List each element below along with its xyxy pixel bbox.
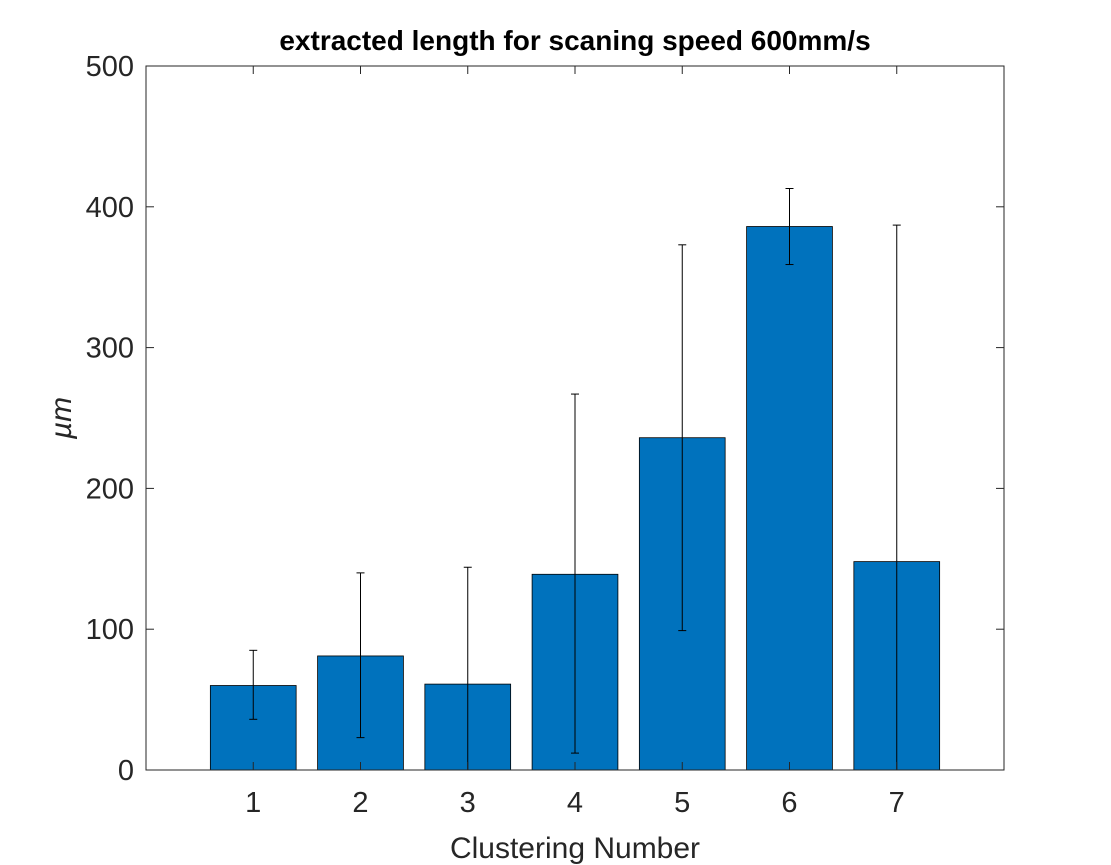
x-tick-label: 6 [781, 787, 797, 819]
x-tick-label: 2 [352, 787, 368, 819]
x-tick-label: 5 [674, 787, 690, 819]
x-tick-label: 3 [460, 787, 476, 819]
y-tick-label: 200 [86, 473, 134, 505]
y-tick-label: 400 [86, 192, 134, 224]
ticks-layer [146, 65, 1004, 771]
y-tick-label: 0 [118, 755, 134, 787]
error-bar-6 [785, 187, 794, 266]
y-tick-label: 500 [86, 51, 134, 83]
y-tick-labels: 0 100 200 300 400 500 [86, 51, 134, 787]
x-tick-label: 7 [889, 787, 905, 819]
error-bar-4 [571, 393, 579, 754]
chart-title: extracted length for scaning speed 600mm… [279, 25, 870, 56]
x-tick-label: 1 [245, 787, 261, 819]
x-tick-label: 4 [567, 787, 583, 819]
y-axis-label: µm [45, 397, 78, 440]
x-tick-labels: 1 2 3 4 5 6 7 [245, 787, 905, 819]
y-tick-label: 100 [86, 614, 134, 646]
x-axis-label: Clustering Number [450, 832, 700, 865]
bar-6 [746, 226, 833, 771]
error-bar-5 [678, 244, 687, 632]
y-tick-label: 300 [86, 333, 134, 365]
error-bar-2 [356, 572, 365, 739]
bars-layer [209, 226, 941, 771]
error-bar-1 [249, 649, 258, 720]
